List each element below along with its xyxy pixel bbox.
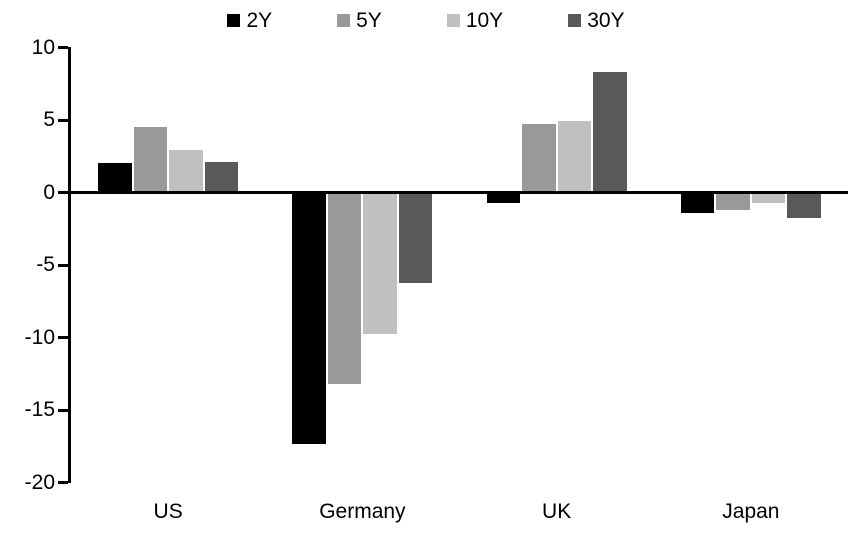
legend-label: 10Y	[465, 8, 504, 32]
bar-us-5y	[132, 125, 169, 193]
zero-baseline	[68, 191, 848, 194]
y-tick-label: -10	[24, 325, 55, 349]
bar-japan-2y	[679, 192, 716, 215]
y-axis	[68, 47, 71, 483]
bar-japan-30y	[786, 192, 822, 219]
bar-japan-10y	[750, 192, 787, 205]
bar-japan-5y	[715, 192, 751, 212]
y-tick-label: -15	[24, 398, 55, 421]
legend-label: 5Y	[356, 8, 382, 32]
y-tick-label: 0	[43, 180, 55, 204]
bar-uk-5y	[521, 122, 557, 193]
bar-germany-10y	[362, 192, 398, 335]
legend-item-2y: 2Y	[227, 10, 272, 31]
y-tick-mark	[58, 263, 68, 267]
legend-swatch-icon	[568, 13, 582, 27]
legend-swatch-icon	[446, 13, 460, 27]
legend-item-5y: 5Y	[337, 10, 382, 31]
y-tick-label: 5	[43, 108, 55, 131]
bar-germany-30y	[397, 192, 434, 284]
bar-us-2y	[97, 162, 133, 193]
x-axis-label-japan: Japan	[722, 500, 780, 523]
bar-germany-5y	[326, 192, 363, 386]
legend-swatch-icon	[227, 13, 241, 27]
y-tick-label: 10	[31, 35, 55, 59]
bar-germany-2y	[291, 192, 327, 445]
x-axis-label-uk: UK	[542, 500, 572, 523]
x-axis-label-germany: Germany	[319, 500, 406, 523]
y-tick-label: -5	[36, 253, 55, 276]
y-tick-mark	[58, 46, 68, 49]
chart-legend: 2Y 5Y 10Y 30Y	[0, 6, 852, 34]
legend-label: 2Y	[246, 8, 273, 32]
bar-us-30y	[203, 160, 240, 193]
y-tick-mark	[58, 191, 68, 194]
y-tick-mark	[58, 118, 68, 122]
bar-uk-10y	[556, 120, 593, 193]
y-tick-mark	[58, 481, 68, 484]
legend-item-30y: 30Y	[568, 8, 625, 32]
legend-label: 30Y	[587, 8, 625, 32]
y-tick-label: -20	[24, 470, 55, 494]
legend-item-10y: 10Y	[446, 8, 504, 32]
bar-us-10y	[168, 149, 204, 193]
bar-uk-2y	[485, 192, 522, 205]
legend-swatch-icon	[337, 13, 351, 27]
y-tick-mark	[58, 336, 68, 339]
bar-uk-30y	[592, 70, 628, 193]
x-axis-label-us: US	[153, 500, 183, 523]
y-tick-mark	[58, 408, 68, 412]
